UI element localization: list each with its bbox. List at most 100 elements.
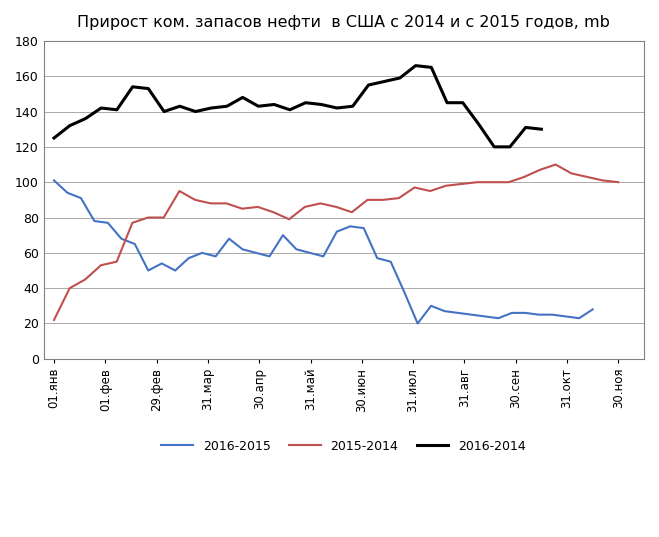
2015-2014: [442, 183, 450, 189]
2016-2015: [562, 313, 570, 320]
2015-2014: [129, 220, 136, 226]
2016-2015: [131, 241, 139, 247]
2016-2014: [239, 94, 246, 100]
2016-2014: [160, 108, 168, 115]
Line: 2016-2015: 2016-2015: [54, 180, 592, 323]
2015-2014: [50, 317, 58, 323]
2016-2014: [490, 143, 498, 150]
2016-2014: [223, 103, 231, 110]
2016-2015: [548, 311, 556, 318]
Line: 2016-2014: 2016-2014: [54, 66, 542, 147]
2016-2015: [63, 190, 71, 196]
Line: 2015-2014: 2015-2014: [54, 164, 618, 320]
2016-2014: [412, 62, 420, 69]
2015-2014: [379, 197, 387, 203]
2015-2014: [82, 276, 90, 282]
2015-2014: [583, 173, 591, 180]
2015-2014: [270, 209, 277, 215]
2015-2014: [473, 179, 481, 185]
2016-2014: [82, 115, 90, 122]
2016-2015: [575, 315, 583, 322]
2016-2014: [428, 64, 436, 70]
2015-2014: [66, 285, 74, 292]
2016-2015: [400, 288, 408, 295]
2016-2014: [474, 121, 482, 127]
2016-2015: [212, 253, 219, 259]
2016-2015: [306, 250, 314, 256]
2016-2015: [198, 250, 206, 256]
2015-2014: [97, 262, 105, 268]
2016-2014: [506, 143, 514, 150]
2016-2014: [113, 106, 121, 113]
2016-2015: [117, 236, 125, 242]
2016-2015: [441, 308, 449, 314]
2016-2015: [77, 195, 85, 201]
2016-2015: [171, 267, 179, 274]
2015-2014: [552, 161, 559, 168]
2016-2015: [427, 303, 435, 309]
2016-2015: [104, 220, 112, 226]
2015-2014: [238, 206, 246, 212]
2016-2014: [192, 108, 200, 115]
2016-2014: [349, 103, 357, 110]
2016-2014: [66, 122, 74, 129]
2015-2014: [348, 209, 356, 215]
2015-2014: [254, 204, 262, 210]
2016-2015: [347, 223, 355, 230]
2016-2014: [254, 103, 262, 110]
2016-2015: [293, 246, 301, 252]
2015-2014: [223, 200, 231, 207]
2015-2014: [285, 216, 293, 222]
2016-2015: [373, 255, 381, 262]
2016-2014: [333, 105, 341, 111]
Title: Прирост ком. запасов нефти  в США с 2014 и с 2015 годов, mb: Прирост ком. запасов нефти в США с 2014 …: [77, 15, 610, 30]
2016-2014: [318, 101, 326, 108]
2016-2015: [225, 236, 233, 242]
2016-2015: [588, 306, 596, 313]
2016-2014: [302, 99, 310, 106]
2015-2014: [191, 197, 199, 203]
2015-2014: [567, 170, 575, 177]
2015-2014: [489, 179, 497, 185]
2016-2014: [176, 103, 184, 110]
2016-2014: [459, 99, 467, 106]
2016-2014: [380, 78, 388, 85]
2016-2015: [521, 310, 529, 316]
2016-2015: [266, 253, 273, 259]
2015-2014: [599, 177, 607, 184]
2016-2015: [90, 218, 98, 224]
2016-2014: [522, 124, 530, 130]
2016-2015: [158, 260, 165, 267]
2016-2015: [508, 310, 516, 316]
2016-2015: [535, 311, 543, 318]
2016-2015: [454, 310, 462, 316]
2015-2014: [536, 166, 544, 173]
2015-2014: [159, 214, 167, 221]
2016-2015: [252, 250, 260, 256]
2016-2014: [50, 135, 58, 141]
2015-2014: [175, 188, 183, 194]
2016-2015: [144, 267, 152, 274]
2016-2015: [50, 177, 58, 184]
Legend: 2016-2015, 2015-2014, 2016-2014: 2016-2015, 2015-2014, 2016-2014: [156, 435, 531, 458]
2015-2014: [426, 188, 434, 194]
2015-2014: [301, 204, 309, 210]
2016-2014: [364, 82, 372, 88]
2015-2014: [395, 195, 403, 201]
2016-2015: [279, 232, 287, 238]
2016-2014: [144, 85, 152, 92]
2016-2014: [270, 101, 278, 108]
2016-2015: [481, 313, 489, 320]
2015-2014: [207, 200, 215, 207]
2016-2014: [538, 126, 546, 133]
2016-2015: [494, 315, 502, 322]
2015-2014: [521, 173, 529, 180]
2015-2014: [332, 204, 340, 210]
2016-2015: [414, 320, 422, 326]
2016-2015: [239, 246, 246, 252]
2015-2014: [144, 214, 152, 221]
2016-2015: [320, 253, 328, 259]
2016-2015: [360, 225, 368, 231]
2015-2014: [316, 200, 324, 207]
2016-2015: [333, 228, 341, 235]
